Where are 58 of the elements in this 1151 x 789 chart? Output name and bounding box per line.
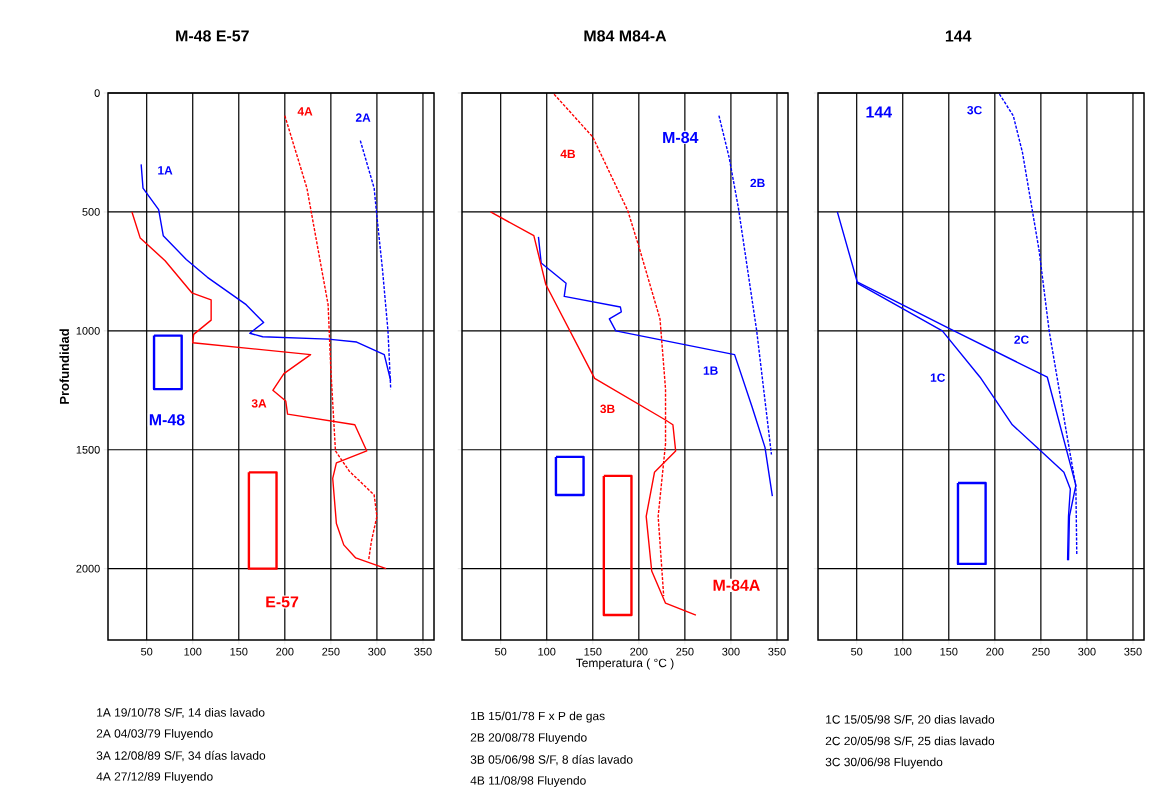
x-tick-label: 300 (722, 647, 740, 656)
y-axis-title: Profundidad (59, 329, 70, 404)
annotation: M-84A (713, 579, 760, 591)
chart-title: M84 M84-A (584, 30, 667, 42)
annotation: M-84 (663, 131, 699, 144)
text: 1A 19/10/78 S/F, 14 dias lavado (97, 707, 265, 719)
text: 4A 27/12/89 Fluyendo (96, 771, 213, 784)
chart-title: M-48 E-57 (176, 30, 249, 42)
text: 3A 12/08/89 S/F, 34 días lavado (96, 750, 266, 762)
text: 2B 20/08/78 Fluyendo (470, 732, 587, 745)
series-label: 4A (297, 107, 313, 116)
x-tick-label: 50 (851, 647, 863, 656)
y-tick-label: 2000 (76, 564, 100, 573)
x-tick-label: 350 (414, 647, 432, 656)
y-tick-label: 500 (82, 208, 100, 216)
text: 1B 15/01/78 F x P de gas (471, 711, 605, 723)
chart-title: 144 (945, 30, 972, 42)
x-tick-label: 50 (141, 647, 153, 656)
series-label: 3C (967, 105, 982, 115)
x-tick-label: 150 (584, 647, 602, 656)
x-tick-label: 150 (230, 647, 248, 656)
x-tick-label: 300 (368, 647, 386, 656)
x-axis-title: Temperatura ( °C ) (576, 658, 674, 670)
series-label: 4B (560, 149, 576, 159)
y-tick-label: 0 (94, 89, 100, 97)
x-tick-label: 100 (894, 647, 912, 656)
text: 2A 04/03/79 Fluyendo (96, 728, 213, 741)
series-label: E-57 (266, 596, 299, 608)
text: 1C 15/05/98 S/F, 20 dias lavado (826, 714, 995, 726)
series-label: 1B (703, 366, 718, 375)
x-tick-label: 100 (538, 647, 556, 656)
text: 1C (930, 373, 946, 382)
x-tick-label: 50 (495, 647, 507, 656)
text: 2C 20/05/98 S/F, 25 dias lavado (825, 736, 995, 747)
annotation: 144 (866, 106, 892, 118)
text: 4B 11/08/98 Fluyendo (470, 775, 586, 788)
series-label: 1A (158, 166, 173, 175)
y-tick-label: 1500 (76, 445, 100, 454)
series-label: 2A (355, 113, 371, 122)
series-label: 2C (1014, 335, 1029, 344)
x-tick-label: 200 (630, 647, 648, 656)
x-tick-label: 250 (1032, 647, 1050, 656)
y-tick-label: 1000 (76, 326, 100, 335)
series-label: M-48 (149, 414, 185, 426)
text: 3C 30/06/98 Fluyendo (825, 757, 943, 769)
x-tick-label: 350 (1124, 647, 1142, 656)
series-label: 2B (750, 178, 765, 188)
text: 3B 05/06/98 S/F, 8 días lavado (470, 754, 633, 766)
x-tick-label: 250 (322, 647, 340, 656)
series-label: 3A (251, 399, 267, 408)
x-tick-label: 350 (768, 647, 786, 656)
series-label: 3B (600, 404, 615, 414)
x-tick-label: 200 (986, 647, 1004, 656)
x-tick-label: 200 (276, 647, 294, 656)
x-tick-label: 250 (676, 647, 694, 656)
x-tick-label: 300 (1078, 647, 1096, 656)
x-tick-label: 150 (940, 647, 958, 656)
x-tick-label: 100 (184, 647, 202, 656)
